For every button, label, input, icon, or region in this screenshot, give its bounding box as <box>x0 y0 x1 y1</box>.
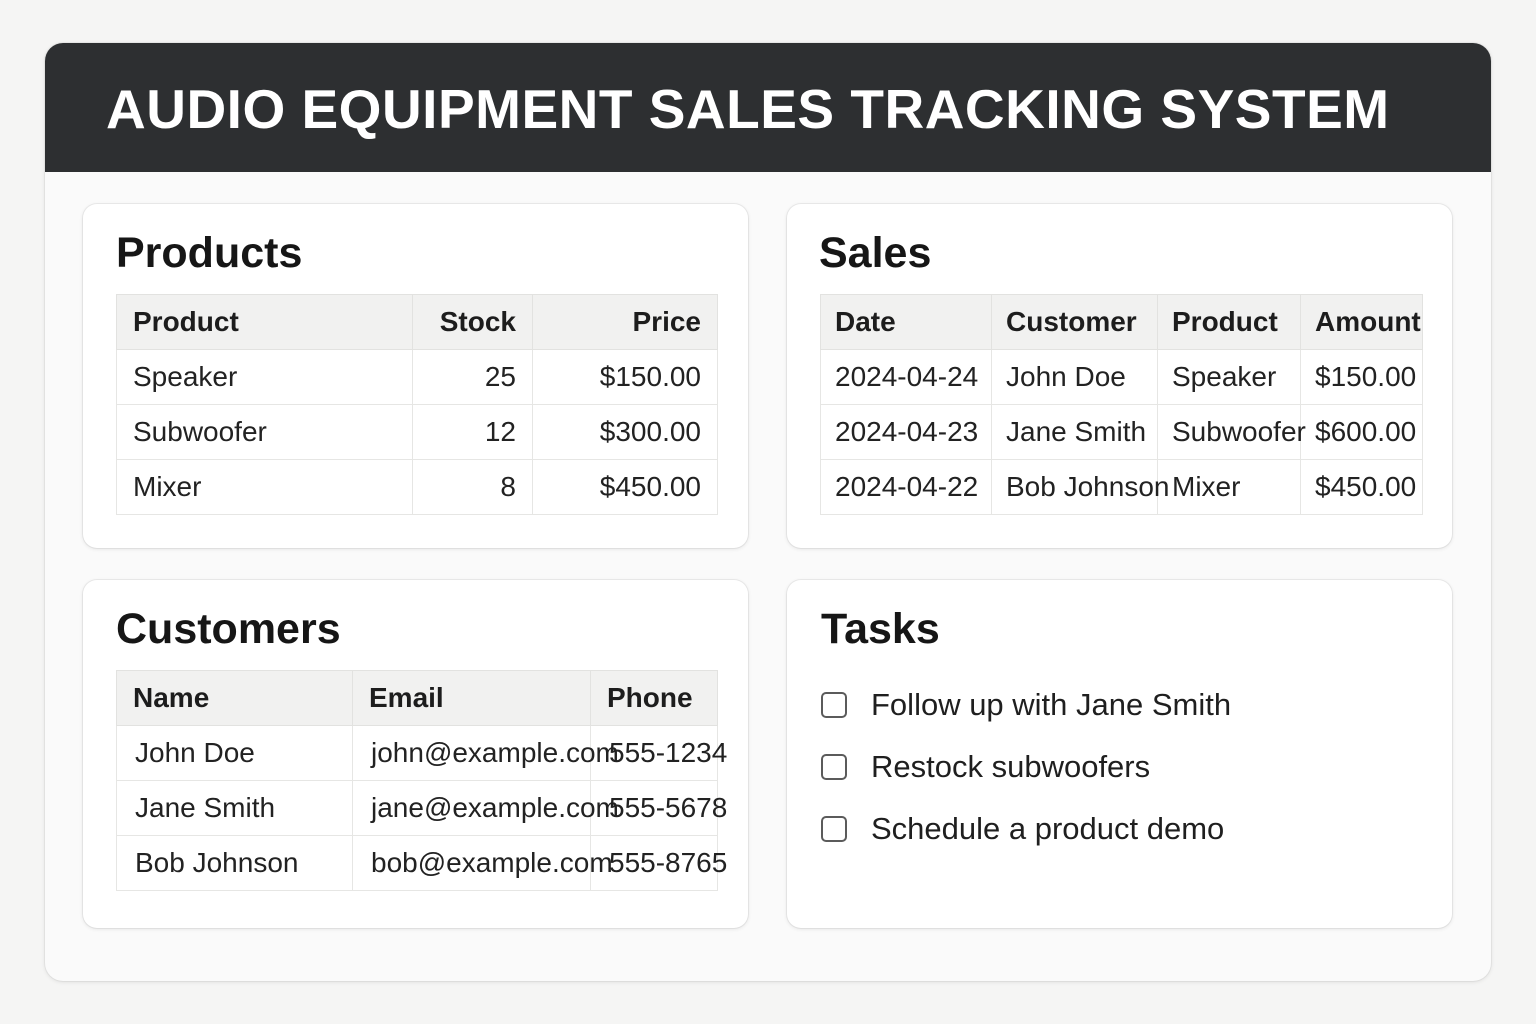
customer-email-cell[interactable]: jane@example.com <box>352 780 619 836</box>
column-header-name[interactable]: Name <box>116 670 353 726</box>
customers-title: Customers <box>116 605 341 653</box>
sale-product-cell: Subwoofer <box>1157 404 1306 460</box>
table-row[interactable]: Speaker 25 $150.00 <box>116 349 718 405</box>
column-header-price[interactable]: Price <box>532 294 718 350</box>
column-header-date[interactable]: Date <box>820 294 992 350</box>
column-header-amount[interactable]: Amount <box>1300 294 1423 350</box>
product-price-cell: $300.00 <box>532 404 718 460</box>
customer-phone-cell: 555-1234 <box>590 725 727 781</box>
task-list: Follow up with Jane Smith Restock subwoo… <box>821 674 1231 860</box>
sale-amount-cell: $450.00 <box>1300 459 1423 515</box>
sale-amount-cell: $600.00 <box>1300 404 1423 460</box>
sales-table: Date Customer Product Amount 2024-04-24 … <box>820 294 1423 515</box>
customer-email-cell[interactable]: bob@example.com <box>352 835 613 891</box>
column-header-customer[interactable]: Customer <box>991 294 1158 350</box>
task-label: Schedule a product demo <box>871 811 1225 846</box>
product-name-cell: Mixer <box>116 459 413 515</box>
sale-product-cell: Speaker <box>1157 349 1301 405</box>
customers-card: Customers Name Email Phone John Doe john… <box>83 580 748 928</box>
products-title: Products <box>116 229 303 277</box>
page-title: AUDIO EQUIPMENT SALES TRACKING SYSTEM <box>106 78 1390 140</box>
column-header-stock[interactable]: Stock <box>412 294 533 350</box>
product-stock-cell: 25 <box>412 349 533 405</box>
products-card: Products Product Stock Price Speaker 25 … <box>83 204 748 548</box>
task-label: Follow up with Jane Smith <box>871 687 1232 722</box>
column-header-email[interactable]: Email <box>352 670 591 726</box>
customer-phone-cell: 555-5678 <box>590 780 727 836</box>
table-row[interactable]: Mixer 8 $450.00 <box>116 459 718 515</box>
customer-email-cell[interactable]: john@example.com <box>352 725 619 781</box>
column-header-product[interactable]: Product <box>116 294 413 350</box>
app-header: AUDIO EQUIPMENT SALES TRACKING SYSTEM <box>45 43 1491 172</box>
product-price-cell: $150.00 <box>532 349 718 405</box>
sale-date-cell: 2024-04-22 <box>820 459 992 515</box>
sale-customer-cell: John Doe <box>991 349 1158 405</box>
sales-title: Sales <box>819 229 932 277</box>
customer-name-cell: John Doe <box>116 725 353 781</box>
column-header-product[interactable]: Product <box>1157 294 1301 350</box>
table-header-row: Date Customer Product Amount <box>820 294 1423 350</box>
table-header-row: Product Stock Price <box>116 294 718 350</box>
app-window: AUDIO EQUIPMENT SALES TRACKING SYSTEM Pr… <box>45 43 1491 981</box>
sale-product-cell: Mixer <box>1157 459 1301 515</box>
column-header-phone[interactable]: Phone <box>590 670 718 726</box>
sale-date-cell: 2024-04-23 <box>820 404 992 460</box>
table-row[interactable]: 2024-04-23 Jane Smith Subwoofer $600.00 <box>820 404 1423 460</box>
product-price-cell: $450.00 <box>532 459 718 515</box>
table-row[interactable]: John Doe john@example.com 555-1234 <box>116 725 727 781</box>
table-header-row: Name Email Phone <box>116 670 718 726</box>
sale-customer-cell: Bob Johnson <box>991 459 1169 515</box>
task-checkbox[interactable] <box>821 816 847 842</box>
task-item[interactable]: Restock subwoofers <box>821 736 1231 798</box>
sale-amount-cell: $150.00 <box>1300 349 1423 405</box>
table-row[interactable]: Bob Johnson bob@example.com 555-8765 <box>116 835 727 891</box>
tasks-card: Tasks Follow up with Jane Smith Restock … <box>787 580 1452 928</box>
products-table: Product Stock Price Speaker 25 $150.00 S… <box>116 294 718 515</box>
product-name-cell: Speaker <box>116 349 413 405</box>
table-row[interactable]: 2024-04-24 John Doe Speaker $150.00 <box>820 349 1423 405</box>
product-stock-cell: 8 <box>412 459 533 515</box>
customer-phone-cell: 555-8765 <box>590 835 727 891</box>
sale-customer-cell: Jane Smith <box>991 404 1158 460</box>
task-checkbox[interactable] <box>821 692 847 718</box>
customer-name-cell: Bob Johnson <box>116 835 353 891</box>
product-stock-cell: 12 <box>412 404 533 460</box>
task-checkbox[interactable] <box>821 754 847 780</box>
task-item[interactable]: Schedule a product demo <box>821 798 1231 860</box>
product-name-cell: Subwoofer <box>116 404 413 460</box>
tasks-title: Tasks <box>821 605 940 653</box>
customer-name-cell: Jane Smith <box>116 780 353 836</box>
task-item[interactable]: Follow up with Jane Smith <box>821 674 1231 736</box>
table-row[interactable]: 2024-04-22 Bob Johnson Mixer $450.00 <box>820 459 1423 515</box>
customers-table: Name Email Phone John Doe john@example.c… <box>116 670 727 891</box>
sales-card: Sales Date Customer Product Amount 2024-… <box>787 204 1452 548</box>
table-row[interactable]: Jane Smith jane@example.com 555-5678 <box>116 780 727 836</box>
sale-date-cell: 2024-04-24 <box>820 349 992 405</box>
table-row[interactable]: Subwoofer 12 $300.00 <box>116 404 718 460</box>
task-label: Restock subwoofers <box>871 749 1151 784</box>
